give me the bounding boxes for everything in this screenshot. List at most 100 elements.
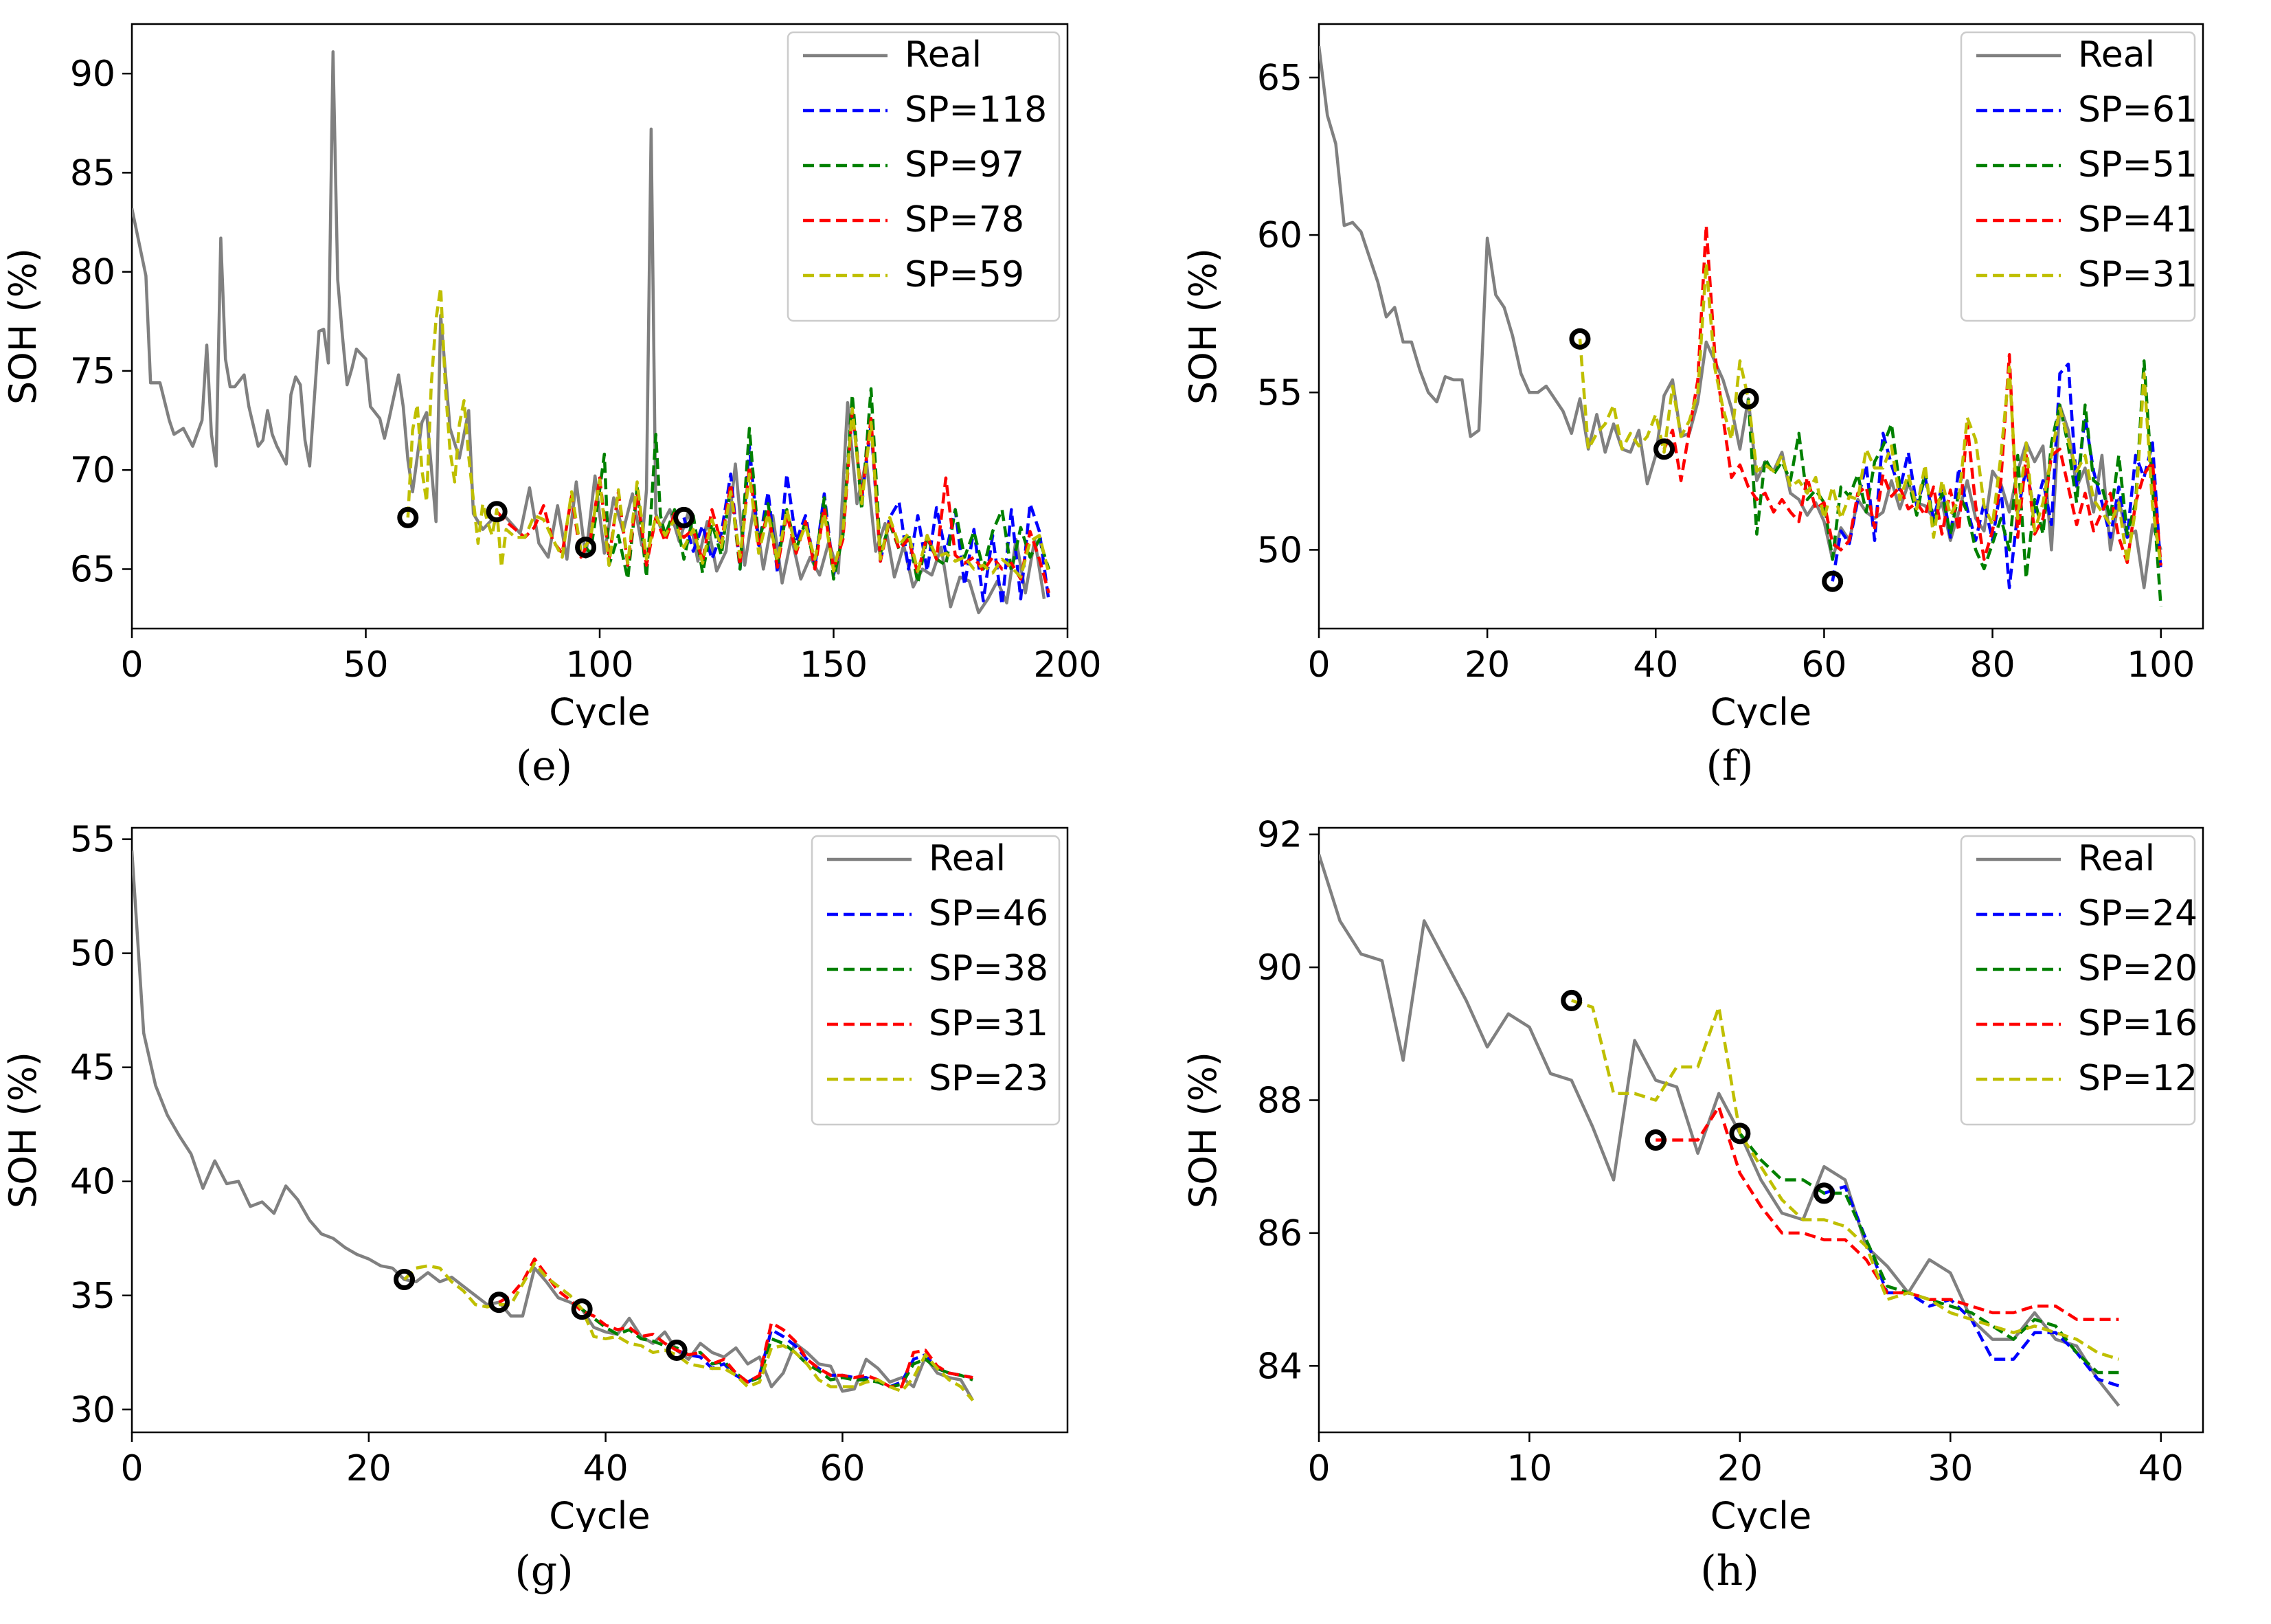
series-line-real: [1319, 45, 2162, 589]
legend-label: SP=46: [929, 893, 1048, 934]
legend-label: SP=12: [2078, 1058, 2197, 1099]
caption-f: (f): [1706, 742, 1754, 790]
start-point-marker: [1569, 328, 1591, 350]
series-line-sp-16: [1656, 1105, 2119, 1321]
series-line-sp-24: [1823, 1184, 2120, 1388]
y-tick-label: 90: [1257, 947, 1302, 989]
y-tick-label: 65: [1257, 58, 1302, 99]
start-point-marker: [673, 506, 695, 528]
x-axis-label: Cycle: [549, 1494, 651, 1532]
start-point-marker: [666, 1339, 688, 1361]
legend-label: SP=59: [905, 254, 1024, 295]
legend-label: SP=41: [2078, 199, 2197, 240]
x-tick-label: 40: [2138, 1448, 2184, 1489]
series-line-sp-46: [676, 1328, 973, 1388]
y-tick-label: 70: [70, 450, 115, 491]
start-point-marker: [1561, 989, 1583, 1011]
x-tick-label: 40: [583, 1448, 629, 1489]
legend-label: SP=61: [2078, 89, 2197, 131]
x-tick-label: 60: [820, 1448, 865, 1489]
start-point-marker: [571, 1298, 593, 1320]
legend-label: SP=38: [929, 948, 1048, 989]
series-line-sp-38: [580, 1307, 973, 1388]
legend-label: SP=31: [2078, 254, 2197, 295]
y-tick-label: 92: [1257, 815, 1302, 856]
series-line-real: [1319, 854, 2121, 1407]
start-point-marker: [394, 1269, 416, 1291]
chart-panel-f: 0 20 40 60 80 100 50 55 60 65 Cycle SOH (%) Real SP=6…: [1182, 23, 2204, 728]
x-tick-label: 0: [120, 644, 143, 686]
x-tick-label: 0: [1307, 1448, 1330, 1489]
caption-h: (h): [1700, 1547, 1759, 1595]
y-tick-label: 50: [70, 934, 115, 975]
y-tick-label: 80: [70, 252, 115, 293]
legend-box: [1960, 835, 2196, 1126]
caption-g: (g): [515, 1547, 574, 1595]
data-layer: [1319, 45, 2162, 607]
y-tick-label: 45: [70, 1048, 115, 1089]
chart-panel-h: 0 10 20 30 40 84 86 88 90 92 Cycle SOH (%) Real SP=24…: [1182, 815, 2204, 1532]
plot-frame: [1318, 826, 2204, 1434]
y-tick-label: 35: [70, 1276, 115, 1317]
legend-label: Real: [2078, 34, 2155, 76]
legend-label: SP=24: [2078, 893, 2197, 934]
series-line-real: [132, 850, 975, 1401]
x-tick-label: 50: [343, 644, 388, 686]
plot-frame: [1318, 23, 2204, 630]
x-tick-label: 40: [1633, 644, 1678, 686]
series-line-sp-31: [498, 1257, 973, 1388]
legend-label: Real: [929, 838, 1006, 879]
start-point-marker: [575, 537, 597, 559]
series-line-sp-59: [406, 286, 1050, 579]
y-tick-label: 65: [70, 549, 115, 590]
legend-box: [811, 835, 1061, 1126]
y-axis-label: SOH (%): [1, 248, 45, 405]
x-tick-label: 200: [1033, 644, 1101, 686]
chart-panel-g: 0 20 40 60 30 35 40 45 50 55 Cycle SOH (%) Real SP=46…: [1, 820, 1069, 1532]
legend-box: [1960, 31, 2196, 322]
start-point-marker: [486, 501, 508, 523]
x-tick-label: 0: [1307, 644, 1330, 686]
legend-label: SP=78: [905, 199, 1024, 240]
series-line-sp-20: [1739, 1132, 2119, 1375]
legend-label: SP=97: [905, 144, 1024, 185]
x-axis-label: Cycle: [1710, 1494, 1812, 1532]
y-tick-label: 55: [70, 820, 115, 861]
x-tick-label: 100: [2127, 644, 2195, 686]
x-tick-label: 150: [800, 644, 868, 686]
legend-label: SP=118: [905, 89, 1047, 131]
series-line-sp-12: [1571, 999, 2120, 1361]
legend-label: SP=31: [929, 1003, 1048, 1044]
data-layer: [1319, 854, 2121, 1407]
legend-label: SP=51: [2078, 144, 2197, 185]
y-tick-label: 86: [1257, 1213, 1302, 1254]
legend-label: Real: [2078, 838, 2155, 879]
x-tick-label: 20: [1465, 644, 1510, 686]
start-point-marker: [1729, 1123, 1751, 1144]
start-point-marker: [1645, 1129, 1666, 1151]
x-tick-label: 10: [1506, 1448, 1552, 1489]
y-axis-label: SOH (%): [1182, 248, 1225, 405]
x-tick-label: 20: [1717, 1448, 1763, 1489]
y-tick-label: 40: [70, 1162, 115, 1203]
y-tick-label: 85: [70, 153, 115, 194]
plot-frame: [131, 826, 1069, 1434]
y-tick-label: 84: [1257, 1346, 1302, 1387]
legend-label: SP=16: [2078, 1003, 2197, 1044]
x-tick-label: 60: [1801, 644, 1846, 686]
y-tick-label: 55: [1257, 372, 1302, 414]
series-line-sp-31: [1578, 262, 2162, 566]
legend-label: SP=23: [929, 1058, 1048, 1099]
y-axis-label: SOH (%): [1, 1052, 45, 1208]
x-tick-label: 0: [120, 1448, 143, 1489]
legend-label: Real: [905, 34, 982, 76]
start-point-marker: [488, 1292, 510, 1313]
y-tick-label: 50: [1257, 530, 1302, 571]
data-layer: [132, 850, 975, 1401]
start-point-marker: [1737, 387, 1759, 409]
start-point-marker: [1813, 1182, 1835, 1204]
data-layer: [132, 50, 1051, 615]
x-tick-label: 100: [565, 644, 633, 686]
x-tick-label: 30: [1928, 1448, 1973, 1489]
